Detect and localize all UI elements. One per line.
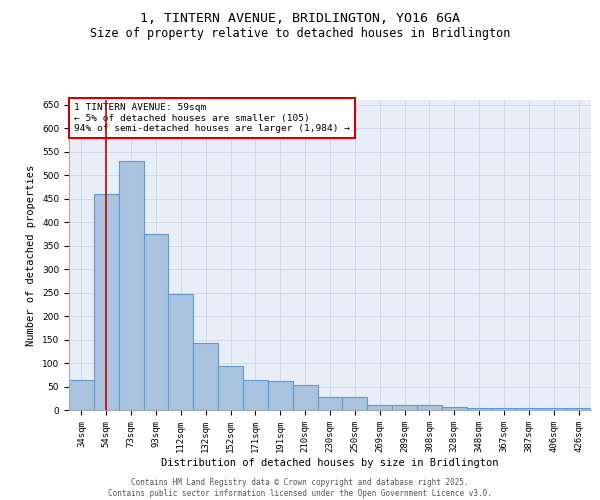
Bar xyxy=(218,366,243,410)
Bar xyxy=(343,398,367,410)
Bar xyxy=(367,406,392,410)
Text: Size of property relative to detached houses in Bridlington: Size of property relative to detached ho… xyxy=(90,28,510,40)
Bar xyxy=(169,294,193,410)
Bar xyxy=(268,381,293,410)
Bar xyxy=(243,380,268,410)
Bar xyxy=(143,234,169,410)
Bar xyxy=(517,408,541,410)
Bar xyxy=(442,406,467,410)
Y-axis label: Number of detached properties: Number of detached properties xyxy=(26,164,37,346)
Bar xyxy=(119,161,143,410)
Bar xyxy=(541,408,566,410)
Bar xyxy=(392,406,417,410)
Bar xyxy=(491,408,517,410)
Bar xyxy=(293,384,317,410)
Bar xyxy=(69,380,94,410)
Bar xyxy=(94,194,119,410)
Text: Contains HM Land Registry data © Crown copyright and database right 2025.
Contai: Contains HM Land Registry data © Crown c… xyxy=(108,478,492,498)
Bar xyxy=(467,408,491,410)
Bar xyxy=(317,398,343,410)
Text: 1, TINTERN AVENUE, BRIDLINGTON, YO16 6GA: 1, TINTERN AVENUE, BRIDLINGTON, YO16 6GA xyxy=(140,12,460,26)
Bar xyxy=(566,408,591,410)
Bar xyxy=(193,343,218,410)
Bar xyxy=(417,406,442,410)
Text: 1 TINTERN AVENUE: 59sqm
← 5% of detached houses are smaller (105)
94% of semi-de: 1 TINTERN AVENUE: 59sqm ← 5% of detached… xyxy=(74,103,350,133)
X-axis label: Distribution of detached houses by size in Bridlington: Distribution of detached houses by size … xyxy=(161,458,499,468)
